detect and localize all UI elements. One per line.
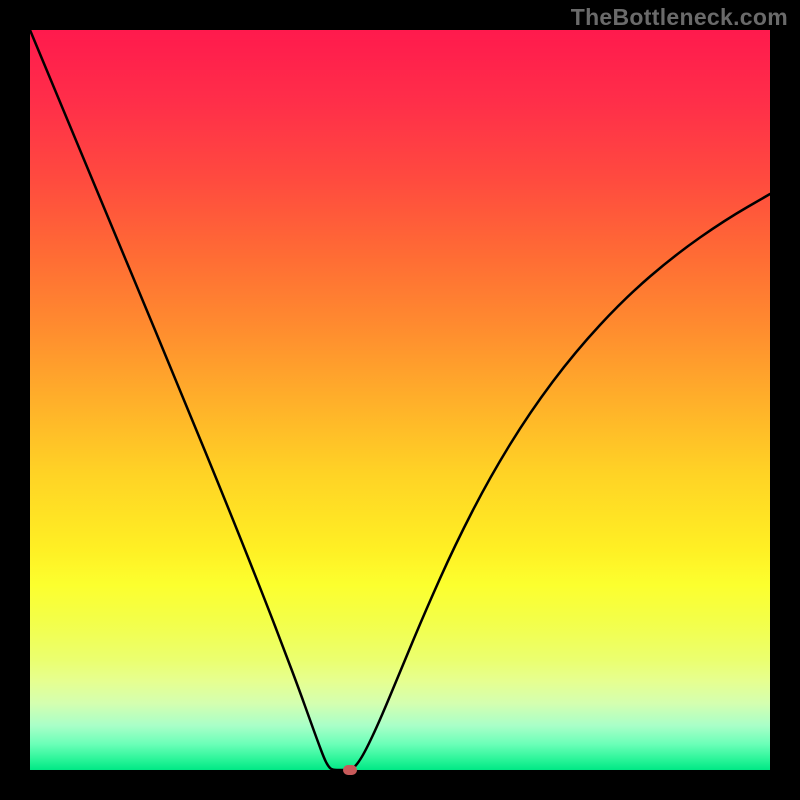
watermark-text: TheBottleneck.com [571, 4, 788, 31]
bottleneck-chart: TheBottleneck.com [0, 0, 800, 800]
chart-background [30, 30, 770, 770]
chart-svg [0, 0, 800, 800]
optimal-point-marker [343, 765, 357, 775]
